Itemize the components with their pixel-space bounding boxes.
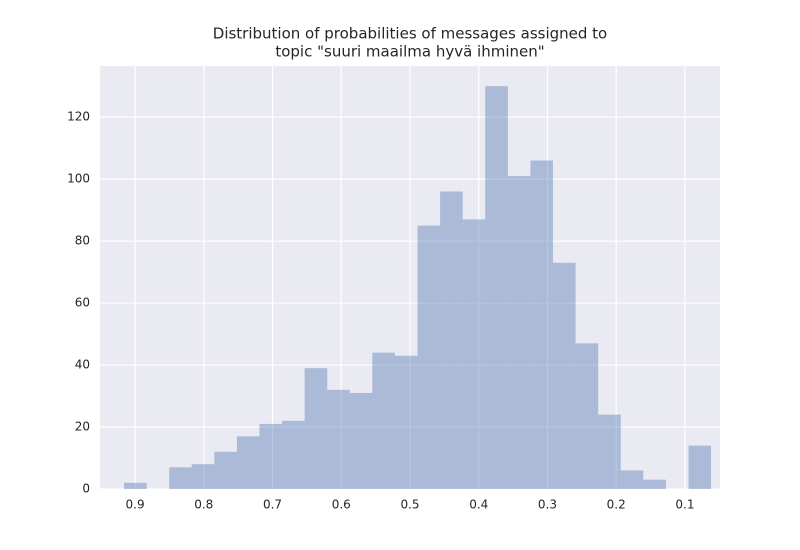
bar [327,389,350,489]
bar [598,414,621,489]
bar [530,160,553,489]
bar [462,219,486,489]
x-tick-label: 0.8 [194,498,213,512]
y-tick-label: 100 [67,172,90,186]
bar [485,86,508,490]
y-tick-label: 20 [75,420,90,434]
x-tick-label: 0.5 [400,498,419,512]
x-tick-label: 0.9 [126,498,145,512]
chart-title: topic "suuri maailma hyvä ihminen" [275,43,544,61]
x-tick-label: 0.4 [469,498,488,512]
bar [688,445,712,489]
bar [507,176,531,489]
bar [394,355,418,489]
x-tick-label: 0.3 [538,498,557,512]
bar [349,392,373,489]
y-tick-label: 60 [75,296,90,310]
bar [282,420,305,489]
x-tick-label: 0.7 [263,498,282,512]
bar [169,467,192,489]
bar [575,343,599,489]
chart-title: Distribution of probabilities of message… [213,25,607,43]
bar [643,479,666,489]
bar [236,436,260,489]
bar [304,368,328,489]
bar [620,470,644,489]
x-tick-label: 0.2 [607,498,626,512]
y-tick-label: 40 [75,358,90,372]
y-tick-label: 0 [82,482,90,496]
bar [259,423,283,489]
bar [214,451,237,489]
bar [440,191,463,489]
bar [372,352,395,489]
bar [552,262,576,489]
bar [123,482,147,489]
x-tick-label: 0.6 [332,498,351,512]
bar [417,225,441,490]
y-tick-label: 120 [67,110,90,124]
x-tick-label: 0.1 [675,498,694,512]
y-tick-label: 80 [75,234,90,248]
bar [191,464,215,489]
